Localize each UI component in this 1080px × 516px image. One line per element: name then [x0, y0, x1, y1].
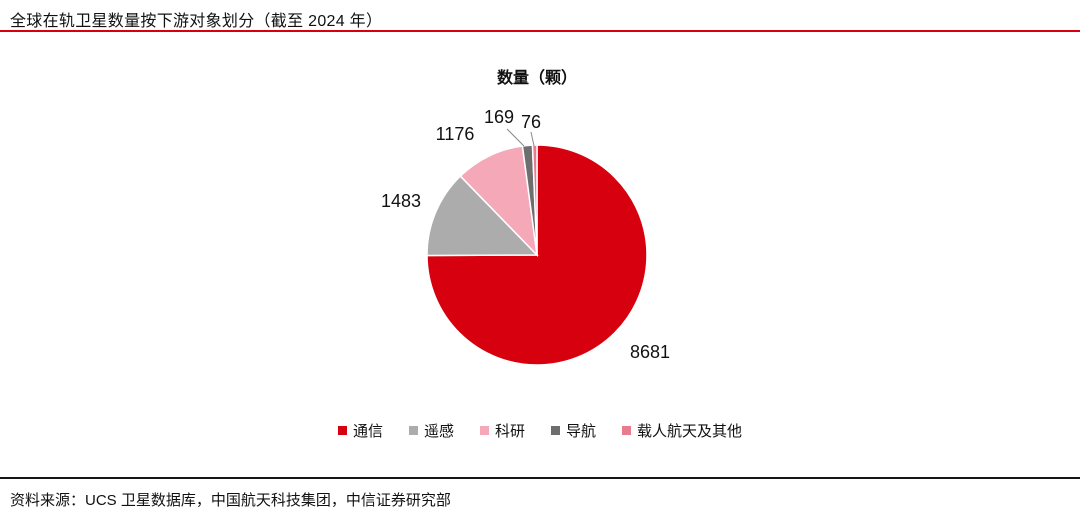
legend-marker-navigation [551, 426, 560, 435]
legend-marker-communication [337, 426, 347, 435]
legend-label-research: 科研 [494, 423, 525, 440]
legend-item-communication: 通信 [337, 420, 383, 441]
pie-slice-0 [426, 144, 648, 366]
title-divider [0, 30, 1080, 32]
legend-label-navigation: 导航 [566, 423, 597, 440]
pie-slices-group [426, 144, 648, 366]
legend-item-remote-sensing: 遥感 [408, 420, 454, 441]
legend-marker-crewed-other [622, 426, 632, 435]
legend-label-crewed-other: 载人航天及其他 [637, 423, 743, 440]
chart-title: 数量（颗） [496, 70, 577, 87]
footer-source: 资料来源：UCS 卫星数据库，中国航天科技集团，中信证券研究部 [10, 492, 451, 509]
legend-marker-research [479, 426, 489, 435]
legend-item-navigation: 导航 [551, 420, 596, 441]
value-label-research: 1176 [435, 124, 475, 144]
pie-slice-1 [426, 175, 539, 257]
pie-slice-2 [459, 145, 539, 258]
value-label-navigation: 169 [483, 107, 515, 127]
legend-item-research: 科研 [479, 420, 525, 441]
footer-divider [0, 477, 1080, 479]
pie-slice-4 [531, 144, 538, 256]
page-title: 全球在轨卫星数量按下游对象划分（截至 2024 年） [10, 13, 383, 30]
value-label-remote-sensing: 1483 [380, 191, 422, 211]
legend-item-crewed-other: 载人航天及其他 [622, 420, 742, 441]
value-label-communication: 8681 [629, 342, 671, 362]
legend-label-remote-sensing: 遥感 [423, 423, 454, 440]
leader-line-navigation [506, 128, 525, 147]
legend: 通信 遥感 科研 导航 载人航天及其他 [0, 420, 1080, 441]
legend-marker-remote-sensing [408, 426, 418, 435]
legend-label-communication: 通信 [352, 423, 383, 440]
leader-line-crewed-other [530, 131, 535, 147]
value-label-crewed-other: 76 [520, 112, 542, 132]
